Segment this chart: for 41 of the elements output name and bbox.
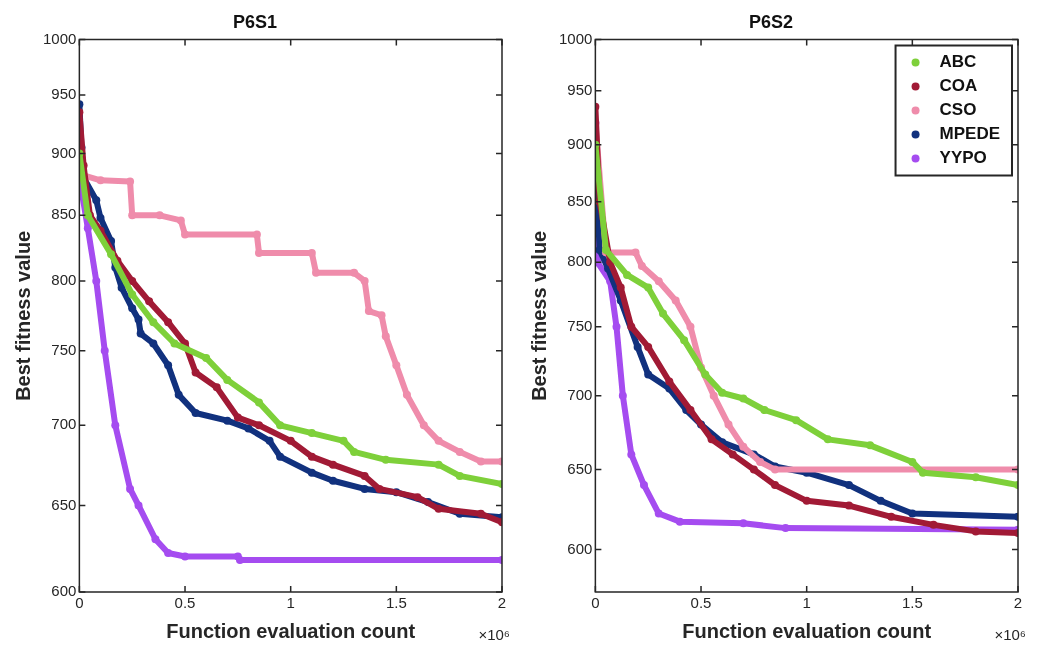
x-tick-label: 0 (75, 594, 84, 612)
y-tick-label: 700 (567, 385, 593, 403)
x-tick-label: 0 (591, 594, 600, 612)
y-tick-label: 600 (51, 582, 77, 600)
x-tick-label: 2 (497, 594, 507, 612)
y-tick-label: 800 (567, 252, 593, 270)
x-axis-title: Function evaluation count (166, 619, 416, 642)
y-tick-label: 1000 (42, 29, 77, 47)
legend-label: MPEDE (939, 124, 1001, 144)
y-axis-title: Best fitness value (527, 230, 550, 401)
legend-label: COA (939, 76, 978, 96)
y-tick-label: 1000 (558, 29, 593, 47)
chart-title: P6S1 (232, 11, 278, 32)
x-tick-label: 0.5 (690, 594, 712, 612)
y-tick-label: 900 (567, 134, 593, 152)
text: ×10⁶ (478, 625, 510, 643)
chart-title: P6S2 (748, 11, 794, 32)
y-tick-label: 750 (567, 316, 593, 334)
legend-label: YYPO (939, 148, 987, 168)
x-tick-label: 1.5 (385, 594, 407, 612)
x-tick-label: 0.5 (174, 594, 196, 612)
y-tick-label: 650 (567, 459, 593, 477)
legend-label: CSO (939, 100, 977, 120)
legend-label: ABC (939, 52, 977, 72)
y-tick-label: 700 (51, 415, 77, 433)
y-tick-label: 800 (51, 271, 77, 289)
x-axis-title: Function evaluation count (682, 619, 932, 642)
x-tick-label: 1 (802, 594, 811, 612)
text: ×10⁶ (994, 625, 1026, 643)
y-tick-label: 950 (567, 80, 593, 98)
y-tick-label: 650 (51, 495, 77, 513)
y-tick-label: 750 (51, 340, 77, 358)
x-tick-label: 2 (1013, 594, 1023, 612)
x-tick-label: 1.5 (901, 594, 923, 612)
y-tick-label: 850 (51, 205, 77, 223)
y-tick-label: 950 (51, 85, 77, 103)
y-tick-label: 900 (51, 143, 77, 161)
x-tick-label: 1 (286, 594, 295, 612)
y-tick-label: 600 (567, 539, 593, 557)
y-axis-title: Best fitness value (11, 230, 34, 401)
y-tick-label: 850 (567, 191, 593, 209)
